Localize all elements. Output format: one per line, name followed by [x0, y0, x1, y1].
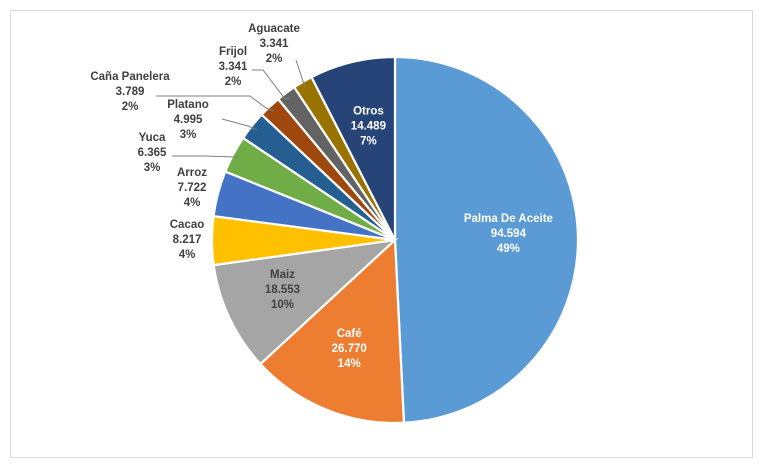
data-label-ca-a-panelera: Caña Panelera 3.789 2%: [90, 71, 170, 113]
pie-slice-otros: [310, 55, 397, 241]
leader-line-yuca: [172, 155, 239, 158]
leader-line-ca-a-panelera: [156, 95, 274, 112]
leader-line-frijol: [252, 69, 290, 100]
leader-line-aguacate: [295, 59, 306, 88]
data-label-aguacate: Aguacate 3.341 2%: [248, 23, 300, 65]
data-label-otros: Otros 14.489 7%: [351, 106, 386, 148]
data-label-caf-: Café 26.770 14%: [332, 328, 367, 370]
data-label-cacao: Cacao 8.217 4%: [170, 219, 205, 261]
data-label-yuca: Yuca 6.365 3%: [138, 132, 167, 174]
data-label-palma-de-aceite: Palma De Aceite 94.594 49%: [464, 213, 553, 255]
pie-slice-maiz: [212, 238, 399, 366]
data-label-frijol: Frijol 3.341 2%: [219, 46, 248, 88]
leader-line-platano: [221, 118, 257, 131]
pie-slice-caf-: [258, 237, 406, 425]
data-label-maiz: Maiz 18.553 10%: [265, 269, 300, 311]
pie-slice-palma-de-aceite: [393, 55, 580, 424]
leader-lines: [156, 59, 306, 158]
data-label-platano: Platano 4.995 3%: [167, 99, 209, 141]
pie-slices: [210, 55, 580, 425]
data-label-arroz: Arroz 7.722 4%: [177, 167, 207, 209]
data-labels: Palma De Aceite 94.594 49% Café 26.770 14% Mai…: [90, 23, 553, 370]
